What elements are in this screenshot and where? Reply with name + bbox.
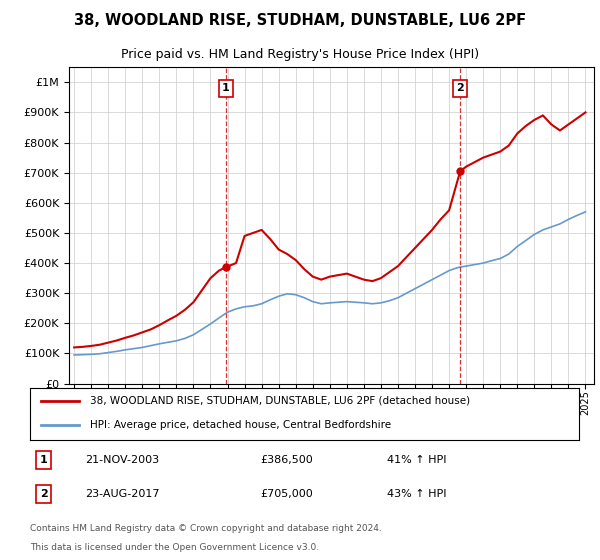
Text: 1: 1: [40, 455, 47, 465]
Text: 2: 2: [40, 489, 47, 500]
Text: 41% ↑ HPI: 41% ↑ HPI: [387, 455, 446, 465]
Text: 1: 1: [222, 83, 230, 94]
Text: 38, WOODLAND RISE, STUDHAM, DUNSTABLE, LU6 2PF (detached house): 38, WOODLAND RISE, STUDHAM, DUNSTABLE, L…: [91, 396, 470, 406]
Text: 43% ↑ HPI: 43% ↑ HPI: [387, 489, 446, 500]
Text: £705,000: £705,000: [260, 489, 313, 500]
Text: £386,500: £386,500: [260, 455, 313, 465]
Text: 2: 2: [457, 83, 464, 94]
Text: Price paid vs. HM Land Registry's House Price Index (HPI): Price paid vs. HM Land Registry's House …: [121, 48, 479, 62]
Text: HPI: Average price, detached house, Central Bedfordshire: HPI: Average price, detached house, Cent…: [91, 420, 392, 430]
Text: This data is licensed under the Open Government Licence v3.0.: This data is licensed under the Open Gov…: [30, 543, 319, 552]
Text: 21-NOV-2003: 21-NOV-2003: [85, 455, 159, 465]
Text: 38, WOODLAND RISE, STUDHAM, DUNSTABLE, LU6 2PF: 38, WOODLAND RISE, STUDHAM, DUNSTABLE, L…: [74, 13, 526, 29]
Text: 23-AUG-2017: 23-AUG-2017: [85, 489, 160, 500]
Text: Contains HM Land Registry data © Crown copyright and database right 2024.: Contains HM Land Registry data © Crown c…: [30, 524, 382, 533]
